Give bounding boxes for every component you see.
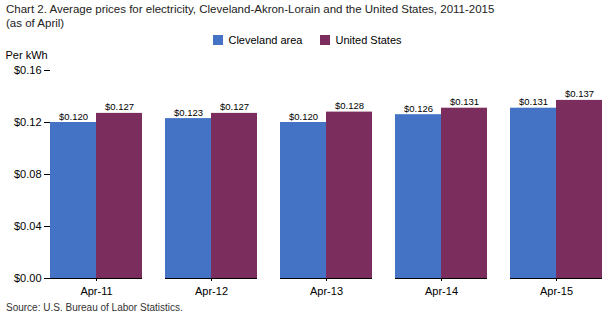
svg-text:$0.12: $0.12 — [14, 116, 42, 128]
svg-text:$0.126: $0.126 — [404, 103, 433, 114]
svg-text:$0.127: $0.127 — [220, 101, 249, 112]
svg-text:$0.120: $0.120 — [289, 111, 318, 122]
svg-text:$0.00: $0.00 — [14, 272, 42, 284]
html-text:Source: U.S. Bureau of Labor S: Source: U.S. Bureau of Labor Statistics. — [6, 302, 183, 313]
svg-text:$0.08: $0.08 — [14, 168, 42, 180]
svg-text:Apr-11: Apr-11 — [80, 285, 112, 297]
svg-text:Apr-13: Apr-13 — [310, 285, 343, 297]
svg-text:Apr-12: Apr-12 — [195, 285, 228, 297]
svg-text:$0.127: $0.127 — [105, 101, 134, 112]
html-text:Cleveland area: Cleveland area — [228, 34, 303, 46]
svg-text:$0.120: $0.120 — [59, 111, 88, 122]
svg-text:$0.123: $0.123 — [174, 107, 203, 118]
svg-text:$0.131: $0.131 — [450, 96, 479, 107]
html-text:(as of April): (as of April) — [6, 17, 65, 29]
svg-text:Per kWh: Per kWh — [6, 49, 48, 61]
svg-text:$0.16: $0.16 — [14, 64, 42, 76]
svg-text:$0.137: $0.137 — [565, 88, 594, 99]
svg-text:$0.04: $0.04 — [14, 220, 42, 232]
svg-text:Apr-15: Apr-15 — [540, 285, 573, 297]
svg-text:$0.128: $0.128 — [335, 100, 364, 111]
svg-text:Apr-14: Apr-14 — [425, 285, 458, 297]
svg-text:$0.131: $0.131 — [519, 96, 548, 107]
html-text:Chart 2. Average prices for el: Chart 2. Average prices for electricity,… — [6, 3, 495, 15]
html-text:United States: United States — [335, 34, 402, 46]
